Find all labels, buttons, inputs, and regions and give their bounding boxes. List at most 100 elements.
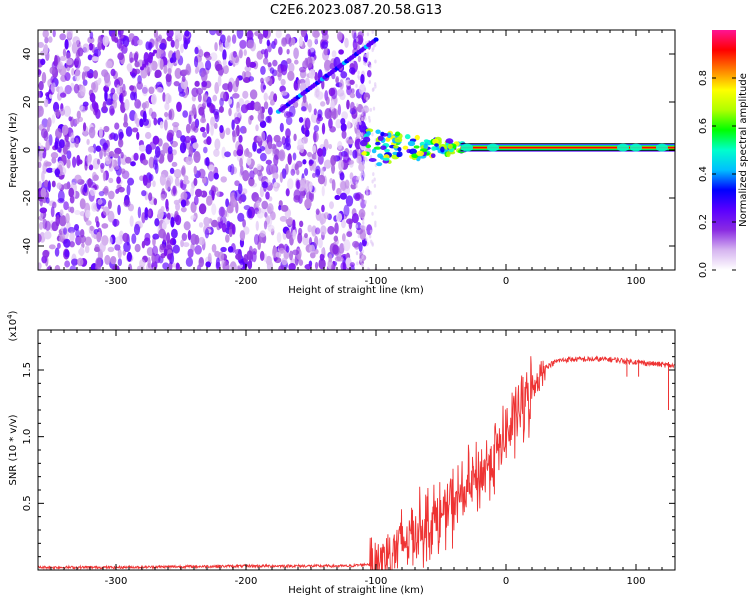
noise-blob bbox=[164, 92, 171, 105]
noise-blob bbox=[98, 126, 103, 139]
noise-blob bbox=[41, 170, 45, 182]
noise-blob bbox=[338, 159, 344, 171]
noise-blob bbox=[365, 96, 369, 101]
noise-blob bbox=[45, 140, 50, 151]
noise-blob bbox=[273, 93, 278, 103]
noise-blob bbox=[141, 240, 146, 249]
noise-blob bbox=[45, 197, 50, 204]
noise-blob bbox=[214, 138, 221, 151]
noise-blob bbox=[64, 84, 72, 95]
noise-blob bbox=[175, 49, 181, 61]
noise-blob bbox=[74, 209, 81, 216]
noise-blob bbox=[80, 84, 86, 97]
noise-blob bbox=[112, 99, 118, 109]
noise-blob bbox=[247, 259, 253, 270]
noise-blob bbox=[340, 71, 348, 79]
noise-blob bbox=[306, 151, 313, 158]
noise-blob bbox=[363, 107, 367, 112]
noise-blob bbox=[362, 220, 365, 225]
noise-blob bbox=[92, 174, 99, 181]
noise-blob bbox=[233, 116, 241, 125]
noise-blob bbox=[82, 122, 87, 132]
noise-blob bbox=[64, 38, 69, 50]
colorbar-gradient bbox=[712, 30, 736, 270]
noise-blob bbox=[102, 35, 110, 47]
noise-blob bbox=[82, 79, 88, 86]
noise-blob bbox=[38, 221, 44, 230]
noise-blob bbox=[97, 77, 102, 84]
noise-blob bbox=[372, 106, 376, 111]
noise-blob bbox=[265, 255, 272, 266]
noise-blob bbox=[358, 149, 361, 154]
carrier-blob bbox=[413, 145, 420, 149]
noise-blob bbox=[176, 101, 182, 112]
noise-blob bbox=[346, 218, 354, 225]
noise-blob bbox=[54, 247, 60, 257]
noise-blob bbox=[257, 112, 265, 123]
noise-blob bbox=[96, 231, 102, 243]
noise-blob bbox=[180, 78, 189, 90]
noise-blob bbox=[174, 177, 180, 187]
noise-blob bbox=[174, 38, 180, 50]
carrier-blob bbox=[447, 143, 453, 150]
noise-blob bbox=[217, 66, 224, 76]
noise-blob bbox=[227, 246, 234, 253]
noise-blob bbox=[137, 39, 143, 46]
noise-blob bbox=[249, 115, 254, 121]
noise-blob bbox=[70, 132, 75, 143]
noise-blob bbox=[368, 118, 371, 123]
noise-blob bbox=[238, 49, 243, 59]
noise-blob bbox=[297, 232, 303, 244]
noise-blob bbox=[300, 30, 307, 38]
noise-blob bbox=[213, 172, 219, 180]
noise-blob bbox=[63, 105, 72, 117]
noise-blob bbox=[101, 223, 109, 229]
noise-blob bbox=[249, 170, 255, 180]
snr-y-multiplier-close: ) bbox=[8, 310, 19, 314]
noise-blob bbox=[145, 65, 150, 74]
noise-blob bbox=[361, 171, 364, 176]
noise-blob bbox=[48, 244, 56, 250]
noise-blob bbox=[280, 90, 288, 96]
noise-blob bbox=[67, 226, 76, 234]
noise-blob bbox=[58, 235, 64, 242]
noise-blob bbox=[298, 227, 303, 236]
noise-blob bbox=[159, 173, 166, 186]
noise-blob bbox=[64, 249, 70, 258]
noise-blob bbox=[38, 180, 42, 189]
noise-blob bbox=[330, 87, 338, 100]
noise-blob bbox=[265, 191, 270, 200]
noise-blob bbox=[361, 262, 364, 267]
noise-blob bbox=[87, 177, 92, 188]
noise-blob bbox=[269, 99, 275, 106]
noise-blob bbox=[311, 225, 317, 237]
noise-blob bbox=[220, 246, 227, 253]
noise-blob bbox=[216, 190, 220, 198]
noise-blob bbox=[253, 101, 261, 112]
noise-blob bbox=[165, 73, 172, 83]
noise-blob bbox=[195, 87, 204, 95]
noise-blob bbox=[223, 210, 228, 218]
noise-blob bbox=[168, 109, 173, 120]
noise-blob bbox=[337, 140, 343, 150]
noise-blob bbox=[115, 236, 123, 245]
noise-blob bbox=[172, 262, 176, 268]
noise-blob bbox=[304, 232, 308, 239]
noise-blob bbox=[373, 183, 377, 188]
noise-blob bbox=[38, 233, 42, 243]
noise-blob bbox=[170, 216, 175, 228]
noise-blob bbox=[72, 36, 80, 45]
y-tick-label: 1.0 bbox=[22, 429, 33, 445]
noise-blob bbox=[39, 198, 44, 207]
noise-blob bbox=[181, 69, 189, 75]
noise-blob bbox=[198, 256, 205, 268]
noise-blob bbox=[111, 32, 116, 42]
noise-blob bbox=[243, 127, 247, 134]
noise-blob bbox=[259, 230, 266, 238]
noise-blob bbox=[339, 243, 345, 254]
noise-blob bbox=[211, 243, 217, 253]
noise-blob bbox=[122, 35, 130, 48]
noise-blob bbox=[39, 212, 44, 219]
noise-blob bbox=[273, 181, 278, 188]
noise-blob bbox=[90, 82, 96, 91]
